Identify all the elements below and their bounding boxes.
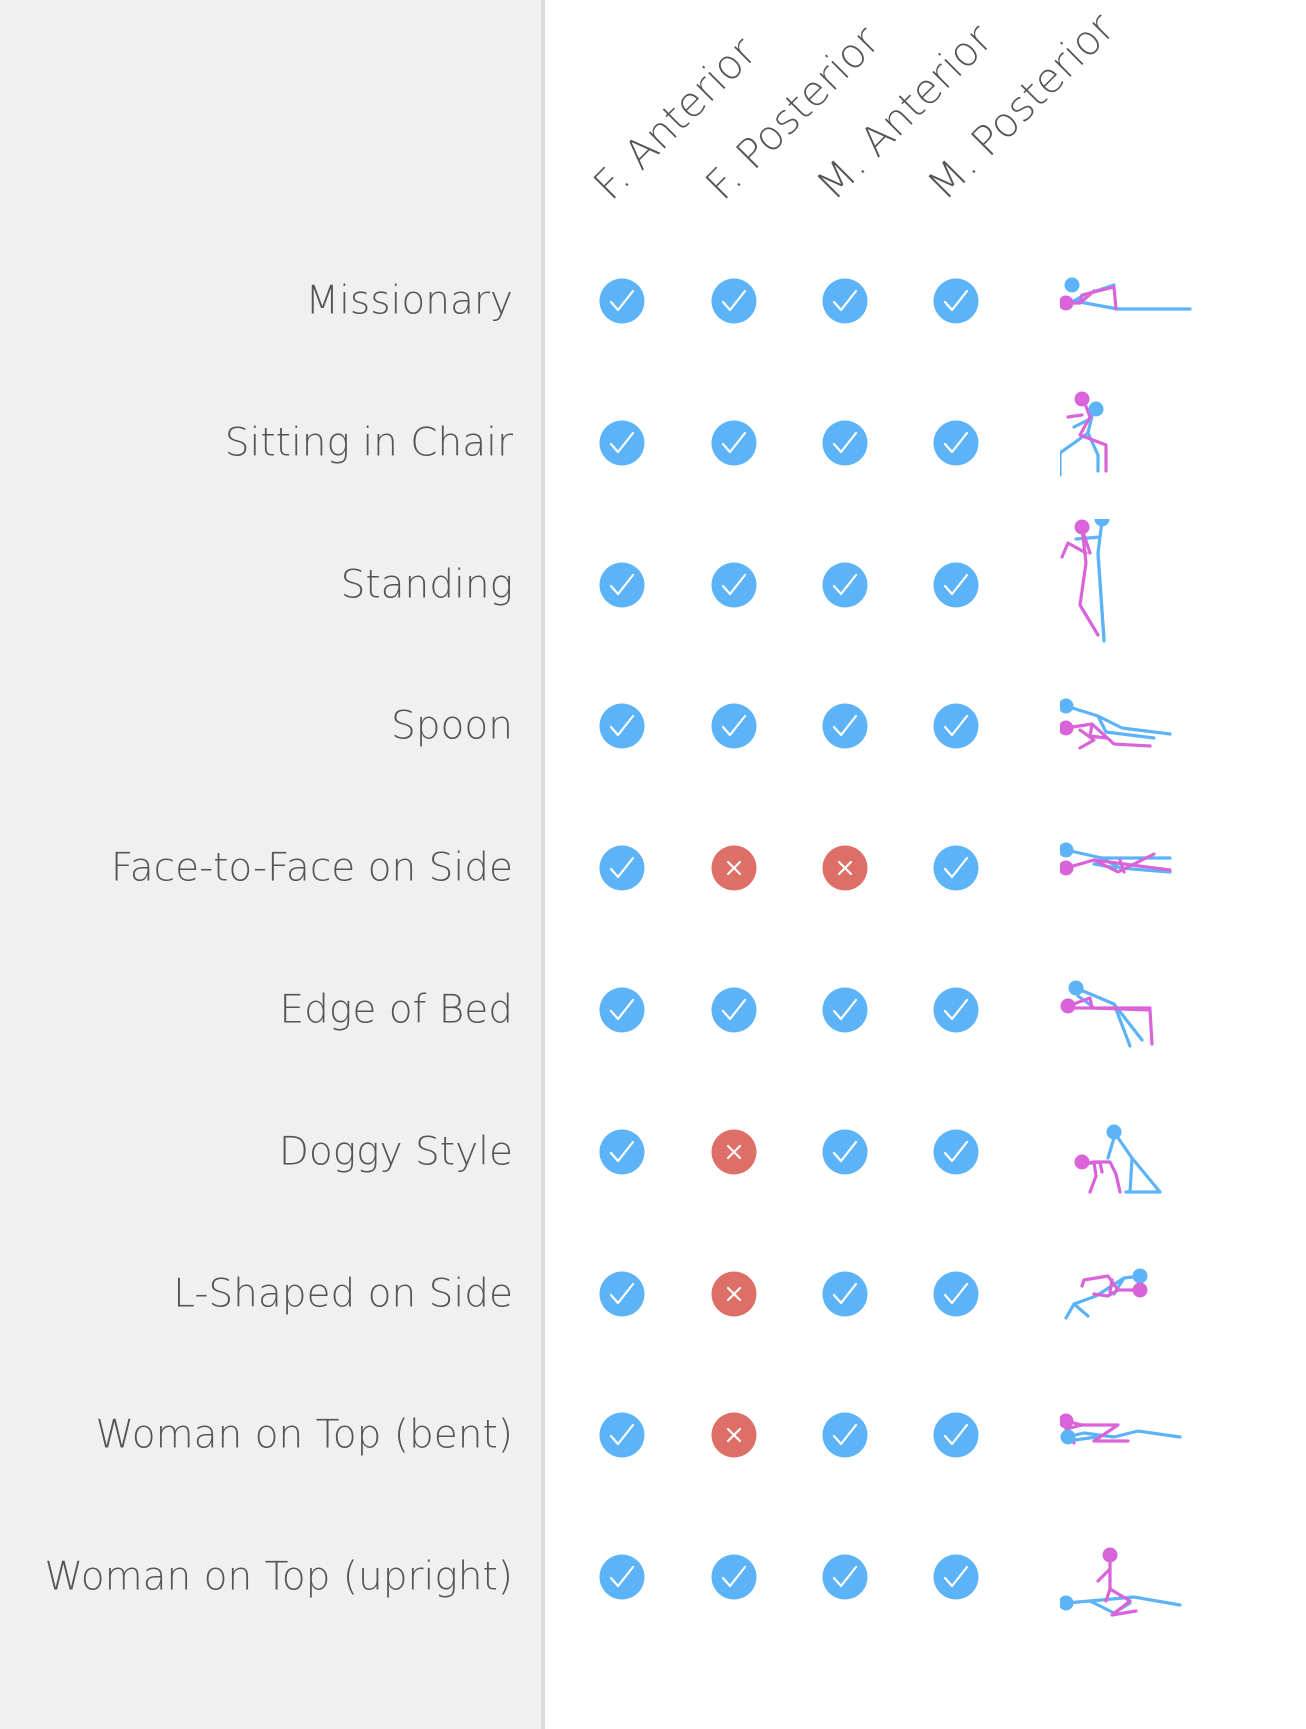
row-label: Woman on Top (bent) — [95, 1412, 513, 1458]
check-icon — [933, 845, 979, 891]
check-icon — [599, 1412, 645, 1458]
cross-icon — [822, 845, 868, 891]
l-shaped-on-side-figure-icon — [1064, 1268, 1148, 1320]
row-label: Missionary — [305, 278, 513, 324]
check-icon — [599, 1129, 645, 1175]
sitting-in-chair-figure-icon — [1060, 391, 1108, 477]
check-icon — [711, 1554, 757, 1600]
check-icon — [599, 1271, 645, 1317]
check-icon — [599, 703, 645, 749]
standing-figure-icon — [1060, 518, 1110, 643]
check-icon — [822, 562, 868, 608]
check-icon — [822, 1271, 868, 1317]
check-icon — [933, 1412, 979, 1458]
check-icon — [933, 1554, 979, 1600]
cross-icon — [711, 1129, 757, 1175]
cross-icon — [711, 1412, 757, 1458]
cross-icon — [711, 1271, 757, 1317]
woman-on-top-upright-figure-icon — [1060, 1547, 1182, 1617]
face-to-face-on-side-figure-icon — [1060, 842, 1172, 876]
spoon-figure-icon — [1060, 698, 1172, 750]
check-icon — [711, 987, 757, 1033]
check-icon — [711, 703, 757, 749]
check-icon — [822, 278, 868, 324]
row-label-panel — [0, 0, 544, 1729]
check-icon — [711, 420, 757, 466]
check-icon — [933, 278, 979, 324]
woman-on-top-bent-figure-icon — [1060, 1413, 1182, 1445]
check-icon — [822, 1554, 868, 1600]
check-icon — [822, 703, 868, 749]
check-icon — [933, 1129, 979, 1175]
row-label: Face-to-Face on Side — [110, 845, 513, 891]
check-icon — [599, 278, 645, 324]
check-icon — [599, 562, 645, 608]
check-icon — [711, 278, 757, 324]
check-icon — [822, 420, 868, 466]
row-label: Doggy Style — [278, 1129, 513, 1175]
check-icon — [933, 562, 979, 608]
row-label: Woman on Top (upright) — [44, 1554, 513, 1600]
check-icon — [599, 845, 645, 891]
check-icon — [822, 987, 868, 1033]
row-label: Sitting in Chair — [224, 420, 513, 466]
row-label: Standing — [340, 562, 513, 608]
row-label: L-Shaped on Side — [173, 1271, 513, 1317]
edge-of-bed-figure-icon — [1060, 980, 1154, 1048]
check-icon — [933, 1271, 979, 1317]
check-icon — [599, 420, 645, 466]
doggy-style-figure-icon — [1074, 1124, 1162, 1194]
check-icon — [822, 1412, 868, 1458]
panel-divider — [541, 0, 545, 1729]
cross-icon — [711, 845, 757, 891]
check-icon — [822, 1129, 868, 1175]
row-label: Spoon — [391, 703, 513, 749]
check-icon — [599, 1554, 645, 1600]
check-icon — [599, 987, 645, 1033]
row-label: Edge of Bed — [279, 987, 513, 1033]
check-icon — [933, 987, 979, 1033]
missionary-figure-icon — [1060, 277, 1192, 311]
check-icon — [933, 703, 979, 749]
check-icon — [711, 562, 757, 608]
check-icon — [933, 420, 979, 466]
